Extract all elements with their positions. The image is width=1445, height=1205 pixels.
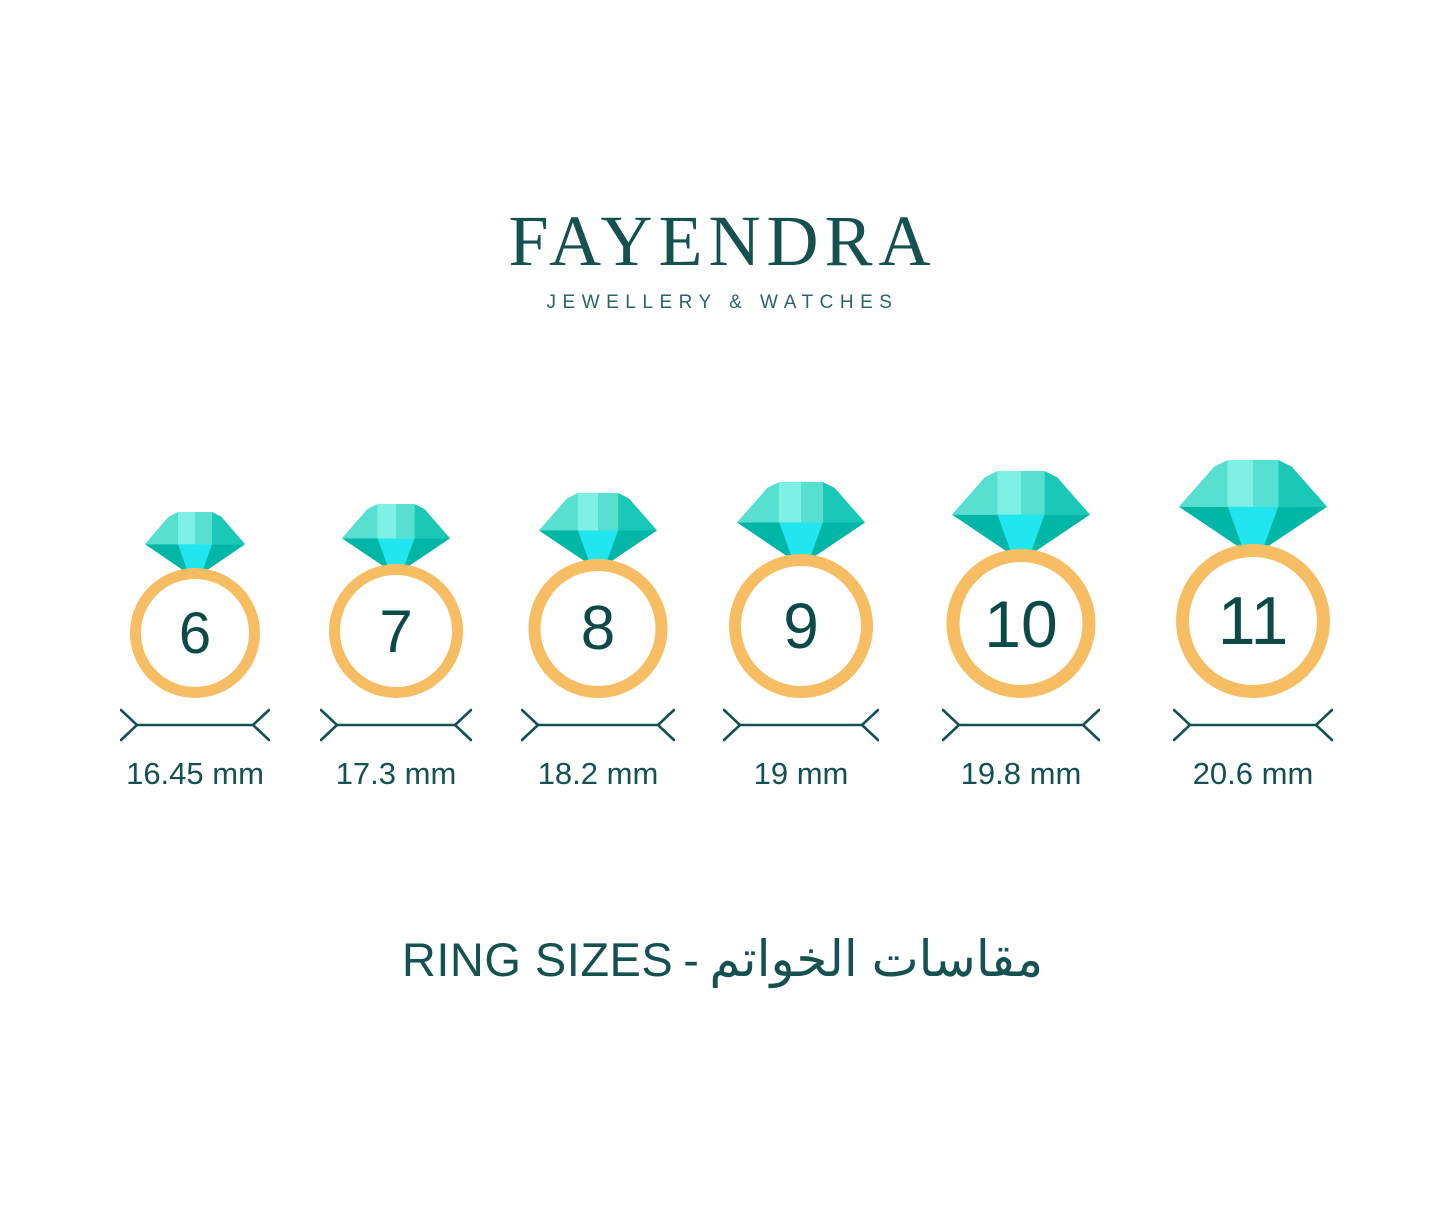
dimension-line (942, 708, 1100, 742)
dimension-line (320, 708, 472, 742)
diamond-gem-icon (145, 512, 245, 574)
chart-title-english: RING SIZES (401, 933, 674, 986)
ring-size-item[interactable]: 10 19.8 mm (890, 440, 1152, 810)
dimension-line (1173, 708, 1333, 742)
ring-measurement-label: 19.8 mm (960, 756, 1082, 791)
dimension-line (521, 708, 675, 742)
ring-band (130, 568, 260, 698)
ring-band (528, 559, 668, 698)
chart-title-arabic: مقاسات الخواتم (709, 931, 1044, 987)
brand-name: FAYENDRA (508, 201, 937, 281)
ring-figure: 10 (943, 469, 1100, 700)
ring-band (329, 564, 463, 698)
brand-logo: FAYENDRA JEWELLERY & WATCHES (0, 205, 1445, 312)
dimension-line (723, 708, 879, 742)
ring-figure: 9 (725, 480, 877, 700)
ring-size-item[interactable]: 6 16.45 mm (65, 440, 325, 810)
ring-measurement-label: 18.2 mm (537, 756, 659, 791)
ring-band (729, 554, 873, 698)
diamond-gem-icon (539, 493, 657, 565)
chart-title-separator: - (683, 933, 700, 986)
brand-tagline: JEWELLERY & WATCHES (546, 292, 899, 313)
ring-measurement-label: 16.45 mm (126, 756, 264, 791)
ring-figure: 6 (126, 510, 264, 700)
ring-figure: 7 (325, 502, 467, 700)
ring-figure: 11 (1172, 458, 1334, 700)
diamond-gem-icon (1179, 460, 1327, 550)
chart-title: RING SIZES - مقاسات الخواتم (0, 930, 1445, 988)
ring-figure: 8 (525, 491, 672, 700)
ring-band (1176, 544, 1330, 698)
ring-size-row: 6 16.45 mm (0, 440, 1445, 810)
ring-measurement-label: 19 mm (753, 756, 849, 791)
ring-measurement-label: 17.3 mm (335, 756, 457, 791)
diamond-gem-icon (952, 471, 1090, 555)
diamond-gem-icon (737, 482, 865, 560)
ring-measurement-label: 20.6 mm (1192, 756, 1314, 791)
ring-band (946, 549, 1096, 698)
diamond-gem-icon (342, 504, 450, 570)
dimension-line (120, 708, 270, 742)
ring-size-item[interactable]: 11 20.6 mm (1120, 440, 1386, 810)
